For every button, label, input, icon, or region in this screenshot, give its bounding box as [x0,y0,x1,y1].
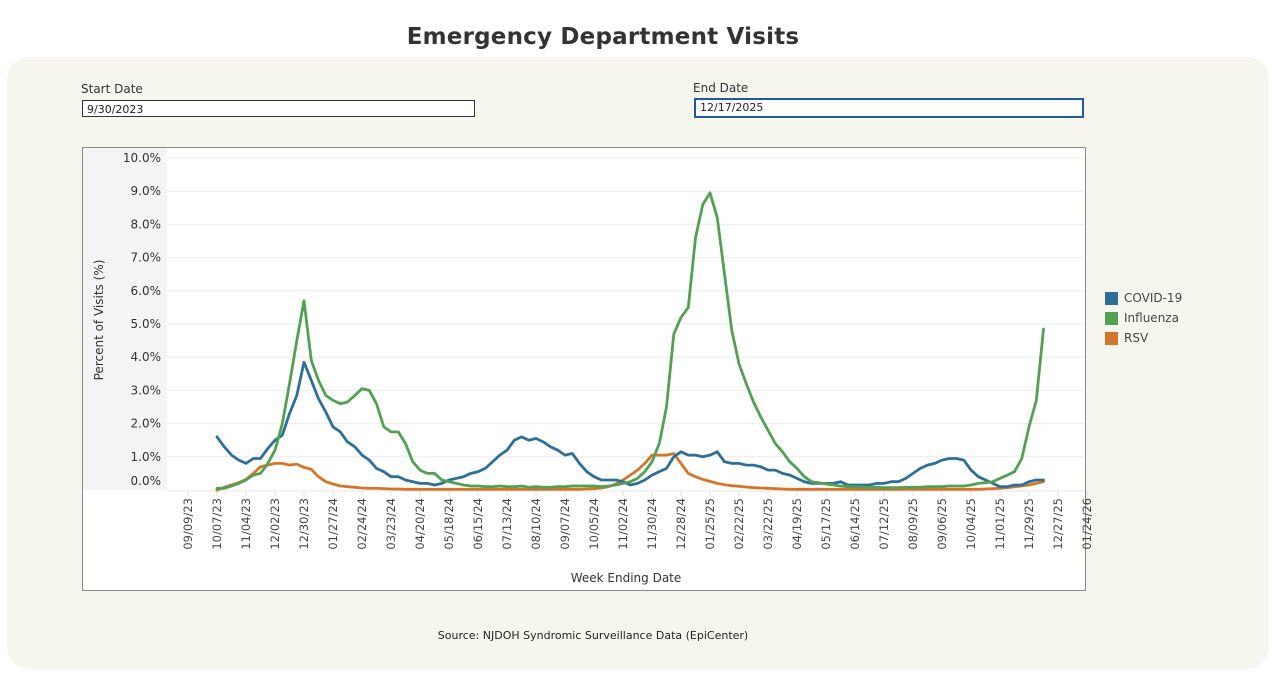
legend-label-influenza: Influenza [1124,311,1179,325]
x-tick-label: 07/12/25 [877,498,891,550]
x-tick-label: 10/05/24 [587,498,601,550]
page-title: Emergency Department Visits [406,24,800,50]
x-tick-label: 03/23/24 [384,498,398,550]
x-tick-label: 12/02/23 [268,498,282,550]
x-tick-label: 10/07/23 [210,498,224,550]
legend-item-influenza[interactable]: Influenza [1105,308,1182,328]
x-axis-label: Week Ending Date [571,571,682,585]
y-tick-label: 3.0% [131,383,162,397]
y-tick-label: 10.0% [123,151,161,165]
x-tick-label: 04/20/24 [413,498,427,550]
x-tick-label: 02/24/24 [355,498,369,550]
legend-swatch-covid [1105,291,1118,305]
y-tick-label: 2.0% [131,417,162,431]
y-tick-label: 8.0% [131,217,162,231]
x-tick-label: 12/28/24 [674,498,688,550]
end-date-input[interactable]: 12/17/2025 [694,98,1084,118]
x-tick-label: 09/07/24 [558,498,572,550]
x-tick-label: 08/10/24 [529,498,543,550]
series-line-covid-19[interactable] [215,360,1045,489]
series-line-influenza[interactable] [215,191,1045,490]
x-tick-label: 12/30/23 [297,498,311,550]
x-tick-label: 01/27/24 [326,498,340,550]
y-tick-label: 7.0% [131,251,162,265]
x-tick-label: 11/29/25 [1022,498,1036,550]
x-tick-label: 04/19/25 [790,498,804,550]
legend-item-covid[interactable]: COVID-19 [1105,288,1182,308]
legend-item-rsv[interactable]: RSV [1105,328,1182,348]
y-tick-label: 5.0% [131,317,162,331]
x-tick-label: 10/04/25 [964,498,978,550]
start-date-label: Start Date [81,82,143,96]
legend: COVID-19 Influenza RSV [1105,288,1182,348]
x-tick-label: 01/24/26 [1080,498,1094,550]
y-axis-label: Percent of Visits (%) [92,260,106,381]
x-tick-labels: 09/09/23 10/07/23 11/04/23 12/02/23 12/30/23… [181,491,1094,550]
x-tick-label: 05/17/25 [819,498,833,550]
y-tick-label: 0.0% [131,474,162,488]
start-date-input[interactable]: 9/30/2023 [82,100,475,117]
x-tick-label: 02/22/25 [732,498,746,550]
x-tick-label: 11/02/24 [616,498,630,550]
x-tick-label: 05/18/24 [442,498,456,550]
legend-swatch-influenza [1105,311,1118,325]
chart-frame [82,147,1086,591]
legend-label-covid: COVID-19 [1124,291,1183,305]
y-tick-label: 9.0% [131,184,162,198]
end-date-label: End Date [693,81,749,95]
y-tick-labels: 0.0% 1.0% 2.0% 3.0% 4.0% 5.0% 6.0% 7.0% 8.0% 9.0%… [123,151,161,488]
x-tick-label: 01/25/25 [703,498,717,550]
x-tick-label: 12/27/25 [1051,498,1065,550]
x-tick-label: 11/01/25 [993,498,1007,550]
x-tick-label: 06/14/25 [848,498,862,550]
x-tick-label: 03/22/25 [761,498,775,550]
series-lines [215,191,1045,492]
legend-swatch-rsv [1105,331,1118,345]
x-tick-label: 09/09/23 [181,498,195,550]
source-note: Source: NJDOH Syndromic Surveillance Dat… [437,629,749,642]
y-axis-area [83,148,167,490]
y-tick-label: 4.0% [131,350,162,364]
x-tick-label: 09/06/25 [935,498,949,550]
x-tick-label: 07/13/24 [500,498,514,550]
x-tick-label: 08/09/25 [906,498,920,550]
legend-label-rsv: RSV [1124,331,1149,345]
x-tick-label: 06/15/24 [471,498,485,550]
x-tick-label: 11/30/24 [645,498,659,550]
gridlines [167,157,1085,492]
y-tick-label: 1.0% [131,450,162,464]
series-line-rsv[interactable] [215,452,1045,492]
x-tick-label: 11/04/23 [239,498,253,550]
y-tick-label: 6.0% [131,284,162,298]
